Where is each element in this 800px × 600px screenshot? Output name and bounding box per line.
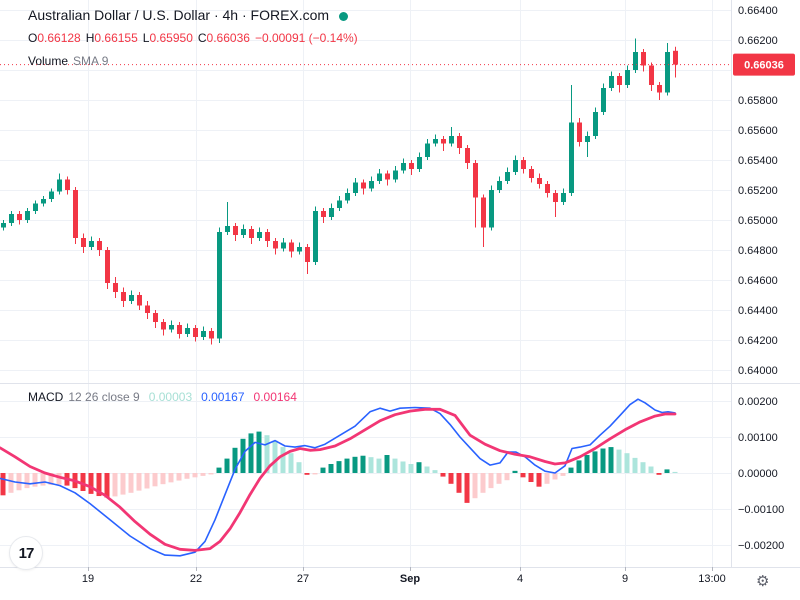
close-value: 0.66036	[206, 31, 250, 45]
price-axis-label: 0.64000	[738, 365, 778, 377]
price-axis-label: 0.64600	[738, 275, 778, 287]
high-value: 0.66155	[94, 31, 138, 45]
macd-axis-label: −0.00200	[738, 540, 784, 552]
current-price-tag-value: 0.66036	[744, 60, 784, 72]
close-label: C	[197, 31, 207, 45]
gear-icon: ⚙	[756, 573, 770, 590]
macd-axis-label: 0.00000	[738, 468, 778, 480]
macd-line	[0, 398, 676, 557]
gridlines	[0, 0, 731, 567]
price-axis-label: 0.64400	[738, 305, 778, 317]
price-axis-label: 0.66400	[738, 5, 778, 17]
macd-axis-label: −0.00100	[738, 504, 784, 516]
tradingview-logo-glyph: 17	[18, 544, 35, 562]
time-axis-label: 22	[190, 573, 202, 585]
low-label: L	[142, 31, 150, 45]
macd-label[interactable]: MACD	[28, 390, 64, 404]
macd-histogram-value: 0.00003	[148, 390, 193, 404]
price-axis-label: 0.65800	[738, 95, 778, 107]
tradingview-logo[interactable]: 17	[9, 536, 43, 570]
macd-signal-line	[0, 407, 677, 552]
price-axis-label: 0.65000	[738, 215, 778, 227]
market-status-icon[interactable]	[339, 11, 349, 21]
price-axis-label: 0.65600	[738, 125, 778, 137]
symbol-legend[interactable]: Australian Dollar / U.S. Dollar · 4h · F…	[28, 7, 349, 23]
price-axis-label: 0.64200	[738, 335, 778, 347]
ohlc-legend: O0.66128 H0.66155 L0.65950 C0.66036 −0.00091…	[28, 31, 358, 45]
time-axis-label: 13:00	[698, 573, 726, 585]
time-axis[interactable]: 19 22 27 Sep 4 9 13:00	[82, 567, 726, 585]
macd-signal-value: 0.00164	[253, 390, 297, 404]
time-axis-label: 19	[82, 573, 94, 585]
macd-axis-label: 0.00100	[738, 432, 778, 444]
volume-label[interactable]: Volume	[28, 54, 69, 68]
macd-legend[interactable]: MACD 12 26 close 9 0.00003 0.00167 0.00164	[28, 390, 297, 404]
volume-params: SMA 9	[73, 54, 109, 68]
high-label: H	[85, 31, 95, 45]
time-axis-label: 9	[622, 573, 628, 585]
time-axis-settings-gear-icon[interactable]: ⚙	[756, 572, 769, 590]
change-value: −0.00091 (−0.14%)	[254, 31, 358, 45]
current-price-tag: 0.66036	[733, 53, 795, 76]
price-axis-label: 0.65200	[738, 185, 778, 197]
macd-axis-label: 0.00200	[738, 396, 778, 408]
time-axis-label: 27	[297, 573, 309, 585]
symbol-title[interactable]: Australian Dollar / U.S. Dollar · 4h · F…	[28, 7, 330, 23]
price-axis-label: 0.65400	[738, 155, 778, 167]
candles	[1, 38, 678, 345]
time-axis-label: Sep	[400, 573, 420, 585]
price-axis[interactable]: 0.66400 0.66200 0.65800 0.65600 0.65400 0.652…	[738, 5, 784, 552]
time-axis-label: 4	[517, 573, 523, 585]
open-value: 0.66128	[37, 31, 81, 45]
macd-histogram	[0, 431, 678, 503]
volume-legend[interactable]: Volume SMA 9	[28, 54, 108, 68]
open-label: O	[28, 31, 38, 45]
axis-separators	[0, 0, 800, 568]
low-value: 0.65950	[149, 31, 193, 45]
price-axis-label: 0.66200	[738, 35, 778, 47]
macd-params: 12 26 close 9	[68, 390, 140, 404]
price-axis-label: 0.64800	[738, 245, 778, 257]
macd-line-value: 0.00167	[201, 390, 245, 404]
